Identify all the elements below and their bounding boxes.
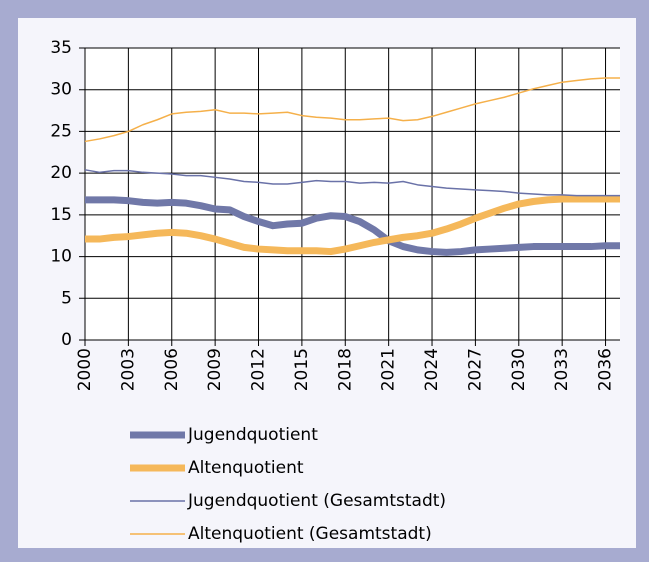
y-tick-label: 25 — [50, 121, 72, 141]
y-tick-label: 30 — [50, 80, 72, 100]
y-tick-label: 15 — [50, 205, 72, 225]
x-tick-label: 2018 — [335, 348, 355, 391]
legend-label: Jugendquotient — [187, 425, 318, 445]
x-tick-label: 2009 — [205, 348, 225, 391]
y-tick-label: 0 — [61, 330, 72, 350]
x-tick-label: 2033 — [552, 348, 572, 391]
y-tick-label: 35 — [50, 38, 72, 58]
x-tick-label: 2003 — [118, 348, 138, 391]
series-line — [84, 169, 620, 197]
x-tick-label: 2006 — [162, 348, 182, 391]
x-tick-label: 2036 — [596, 348, 616, 391]
x-tick-label: 2024 — [422, 348, 442, 391]
y-tick-label: 20 — [50, 163, 72, 183]
x-tick-label: 2000 — [75, 348, 95, 391]
legend-label: Altenquotient — [188, 458, 304, 478]
x-tick-label: 2027 — [465, 348, 485, 391]
series-line — [84, 77, 620, 143]
series-line — [85, 195, 620, 256]
y-tick-label: 5 — [61, 288, 72, 308]
x-tick-label: 2021 — [379, 348, 399, 391]
y-tick-label: 10 — [50, 247, 72, 267]
x-tick-label: 2030 — [509, 348, 529, 391]
x-tick-label: 2012 — [249, 348, 269, 391]
series-line — [85, 196, 620, 256]
legend-label: Jugendquotient (Gesamtstadt) — [187, 491, 446, 511]
legend-label: Altenquotient (Gesamtstadt) — [188, 524, 432, 544]
x-tick-label: 2015 — [292, 348, 312, 391]
